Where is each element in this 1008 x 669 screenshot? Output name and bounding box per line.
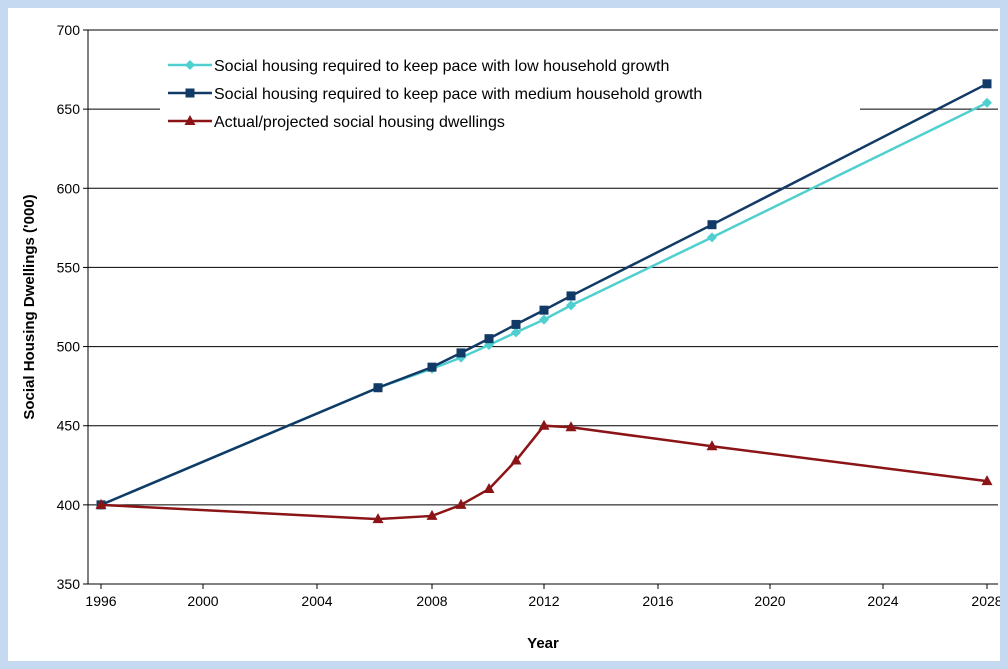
chart-frame: 350 400 450 500 550 600 650 700 1996 2000 2004 200… [8,8,1000,661]
triangle-marker [706,440,718,451]
triangle-marker [483,483,495,494]
triangle-marker [426,509,438,520]
square-marker [982,79,992,89]
axes [83,29,998,589]
series-group [95,79,993,524]
x-tick-label: 2004 [301,593,332,609]
x-tick-label: 2008 [416,593,447,609]
series-1 [96,97,992,510]
triangle-marker [981,475,993,486]
series-3 [95,419,993,524]
y-tick-label: 500 [57,339,81,355]
x-tick-label: 2028 [971,593,1000,609]
square-marker [566,291,576,301]
y-tick-labels: 350 400 450 500 550 600 650 700 [57,22,81,592]
triangle-marker [510,454,522,465]
y-tick-label: 550 [57,259,81,275]
legend-label: Actual/projected social housing dwelling… [214,114,505,131]
legend-item: Actual/projected social housing dwelling… [168,114,505,131]
square-marker [373,383,383,393]
legend: Social housing required to keep pace wit… [168,58,702,131]
diamond-marker [707,232,717,243]
triangle-marker [455,498,467,509]
square-marker [511,319,521,329]
series-line [100,82,988,507]
square-marker [456,348,466,358]
triangle-marker [184,115,196,125]
y-tick-label: 350 [57,576,81,592]
square-marker [427,362,437,372]
x-tick-label: 2016 [642,593,673,609]
x-tick-label: 2024 [867,593,898,609]
legend-item: Social housing required to keep pace wit… [168,58,669,75]
legend-label: Social housing required to keep pace wit… [214,86,702,103]
diamond-marker [511,327,521,338]
y-tick-label: 650 [57,101,81,117]
triangle-marker [95,498,107,509]
x-axis-title: Year [527,635,559,652]
diamond-marker [566,300,576,311]
x-tick-label: 2020 [754,593,785,609]
y-tick-label: 600 [57,180,81,196]
series-line [100,424,988,521]
legend-box [160,48,860,148]
x-tick-label: 2000 [187,593,218,609]
square-marker [484,334,494,344]
x-tick-label: 1996 [85,593,116,609]
y-axis-title: Social Housing Dwellings ('000) [21,194,38,419]
y-tick-label: 400 [57,497,81,513]
square-marker [539,305,549,315]
legend-label: Social housing required to keep pace wit… [214,58,669,75]
line-chart: 350 400 450 500 550 600 650 700 1996 2000 2004 200… [21,22,1000,652]
triangle-marker [565,421,577,432]
diamond-marker [982,97,992,108]
x-tick-labels: 1996 2000 2004 2008 2012 2016 2020 2024 2028 [85,593,1000,609]
square-marker [707,220,717,230]
triangle-marker [372,513,384,524]
x-tick-label: 2012 [528,593,559,609]
series-line [100,101,988,507]
y-tick-label: 700 [57,22,81,38]
square-marker [185,88,195,98]
y-tick-label: 450 [57,418,81,434]
legend-item: Social housing required to keep pace wit… [168,86,702,103]
diamond-marker [185,60,195,70]
diamond-marker [539,314,549,325]
triangle-marker [538,419,550,430]
